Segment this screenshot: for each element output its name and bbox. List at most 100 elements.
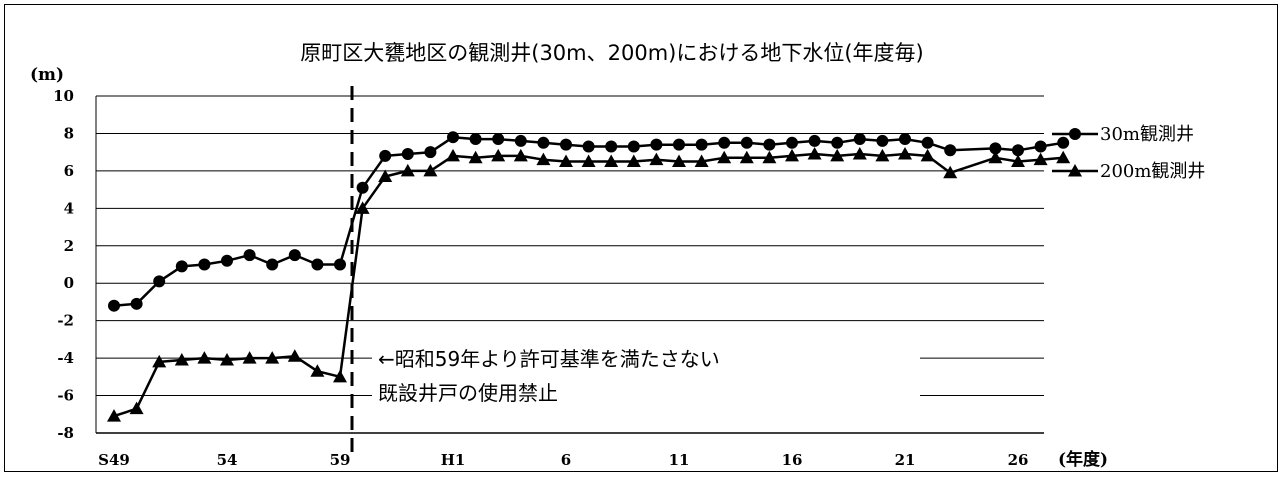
series-200m-point	[581, 154, 596, 168]
series-30m-point	[853, 133, 866, 146]
series-200m-point	[785, 148, 799, 162]
series-30m-point	[899, 133, 911, 146]
series-30m-point	[921, 136, 934, 149]
series-200m-point	[626, 154, 641, 168]
series-30m-point	[1034, 140, 1047, 153]
series-30m-point	[718, 136, 731, 149]
series-30m-point	[153, 275, 166, 288]
chart-title: 原町区大甕地区の観測井(30m、200m)における地下水位(年度毎)	[300, 41, 924, 65]
series-200m-point	[988, 150, 1003, 164]
y-tick-label: 6	[64, 162, 74, 180]
x-tick-label: 16	[782, 451, 803, 469]
series-200m-point	[129, 401, 144, 415]
series-30m-point	[243, 249, 256, 262]
series-30m-point	[175, 260, 188, 273]
series-200m-point	[536, 152, 551, 166]
series-30m-point	[763, 138, 776, 151]
series-30m-point	[627, 140, 640, 153]
series-30m-point	[650, 138, 663, 151]
series-30m-point	[1057, 136, 1070, 149]
y-tick-label: -8	[57, 424, 74, 442]
y-axis-ticks: 10 8 6 4 2 0 -2 -4 -6 -8	[53, 87, 74, 442]
series-200m-point	[559, 154, 573, 168]
series-30m-point	[786, 136, 798, 149]
legend-item-200m-marker	[1068, 164, 1082, 177]
series-30m-point	[944, 144, 957, 157]
y-tick-label: -4	[57, 349, 74, 367]
annotation-background	[372, 338, 920, 410]
series-200m-point	[446, 148, 460, 162]
series-30m-point	[469, 133, 482, 146]
series-200m-point	[242, 351, 257, 364]
data-series	[107, 131, 1071, 422]
series-30m-point	[288, 249, 301, 262]
series-200m-point	[1033, 152, 1048, 166]
x-tick-label: 26	[1008, 451, 1029, 469]
series-200m-point	[378, 169, 393, 183]
y-tick-label: 8	[64, 124, 74, 142]
annotation-line-1: ←昭和59年より許可基準を満たさない	[378, 347, 720, 371]
series-200m-point	[898, 147, 912, 160]
series-30m-point	[492, 133, 505, 146]
legend-item-30m-label: 30m観測井	[1100, 124, 1194, 145]
series-200m-point	[920, 148, 935, 162]
series-200m-point	[513, 148, 528, 162]
series-200m-point	[649, 152, 664, 166]
series-200m-point	[400, 163, 415, 177]
series-30m-point	[447, 131, 459, 144]
series-30m-point	[198, 258, 211, 271]
series-30m-point	[740, 136, 753, 149]
series-30m-point	[1012, 144, 1024, 157]
x-tick-label: 21	[895, 451, 916, 469]
series-200m-point	[287, 349, 302, 362]
y-tick-label: 10	[53, 87, 74, 105]
series-30m-point	[582, 140, 595, 153]
series-200m-point	[468, 150, 483, 164]
x-axis-ticks: S49 54 59 H1 6 11 16 21 26	[98, 451, 1028, 469]
series-200m-point	[875, 148, 890, 162]
series-30m-point	[311, 258, 324, 271]
series-30m-point	[379, 149, 392, 162]
series-200m-point	[355, 201, 370, 214]
y-tick-label: -2	[57, 312, 74, 330]
x-tick-label: 54	[217, 451, 238, 469]
series-200m-point	[807, 147, 822, 160]
series-200m-point	[423, 163, 438, 177]
series-200m-point	[265, 351, 280, 364]
series-200m-point	[1011, 154, 1025, 168]
series-30m-point	[514, 134, 527, 147]
y-tick-label: 2	[64, 237, 74, 255]
series-30m-point	[356, 181, 369, 194]
series-200m-point	[152, 354, 167, 368]
x-axis-unit-label: (年度)	[1058, 449, 1108, 470]
series-30m-point	[266, 258, 279, 271]
series-200m-point	[694, 154, 709, 168]
series-200m-point	[943, 165, 958, 179]
legend-item-200m-label: 200m観測井	[1100, 161, 1205, 182]
series-200m-point	[310, 364, 325, 377]
x-tick-label: 6	[561, 451, 571, 469]
series-200m-point	[852, 147, 867, 160]
series-200m-point	[491, 148, 506, 162]
series-200m-point	[220, 352, 234, 366]
series-200m-point	[107, 409, 121, 422]
series-30m-point	[401, 148, 414, 161]
series-30m-point	[108, 299, 120, 312]
series-200m-point	[830, 148, 845, 162]
legend: 30m観測井 200m観測井	[1052, 124, 1205, 182]
series-30m-point	[334, 258, 346, 271]
series-200m-point	[604, 154, 619, 168]
x-tick-label: H1	[441, 451, 466, 469]
series-200m-point	[717, 150, 732, 164]
x-tick-label: S49	[98, 451, 130, 469]
series-30m-point	[695, 138, 708, 151]
y-axis-unit-label: (m)	[30, 65, 64, 85]
y-tick-label: -6	[57, 387, 74, 405]
legend-item-30m-marker	[1069, 128, 1081, 140]
series-200m-point	[174, 352, 189, 366]
series-30m-point	[537, 136, 550, 149]
y-tick-label: 4	[64, 199, 74, 217]
y-tick-label: 0	[64, 274, 74, 292]
